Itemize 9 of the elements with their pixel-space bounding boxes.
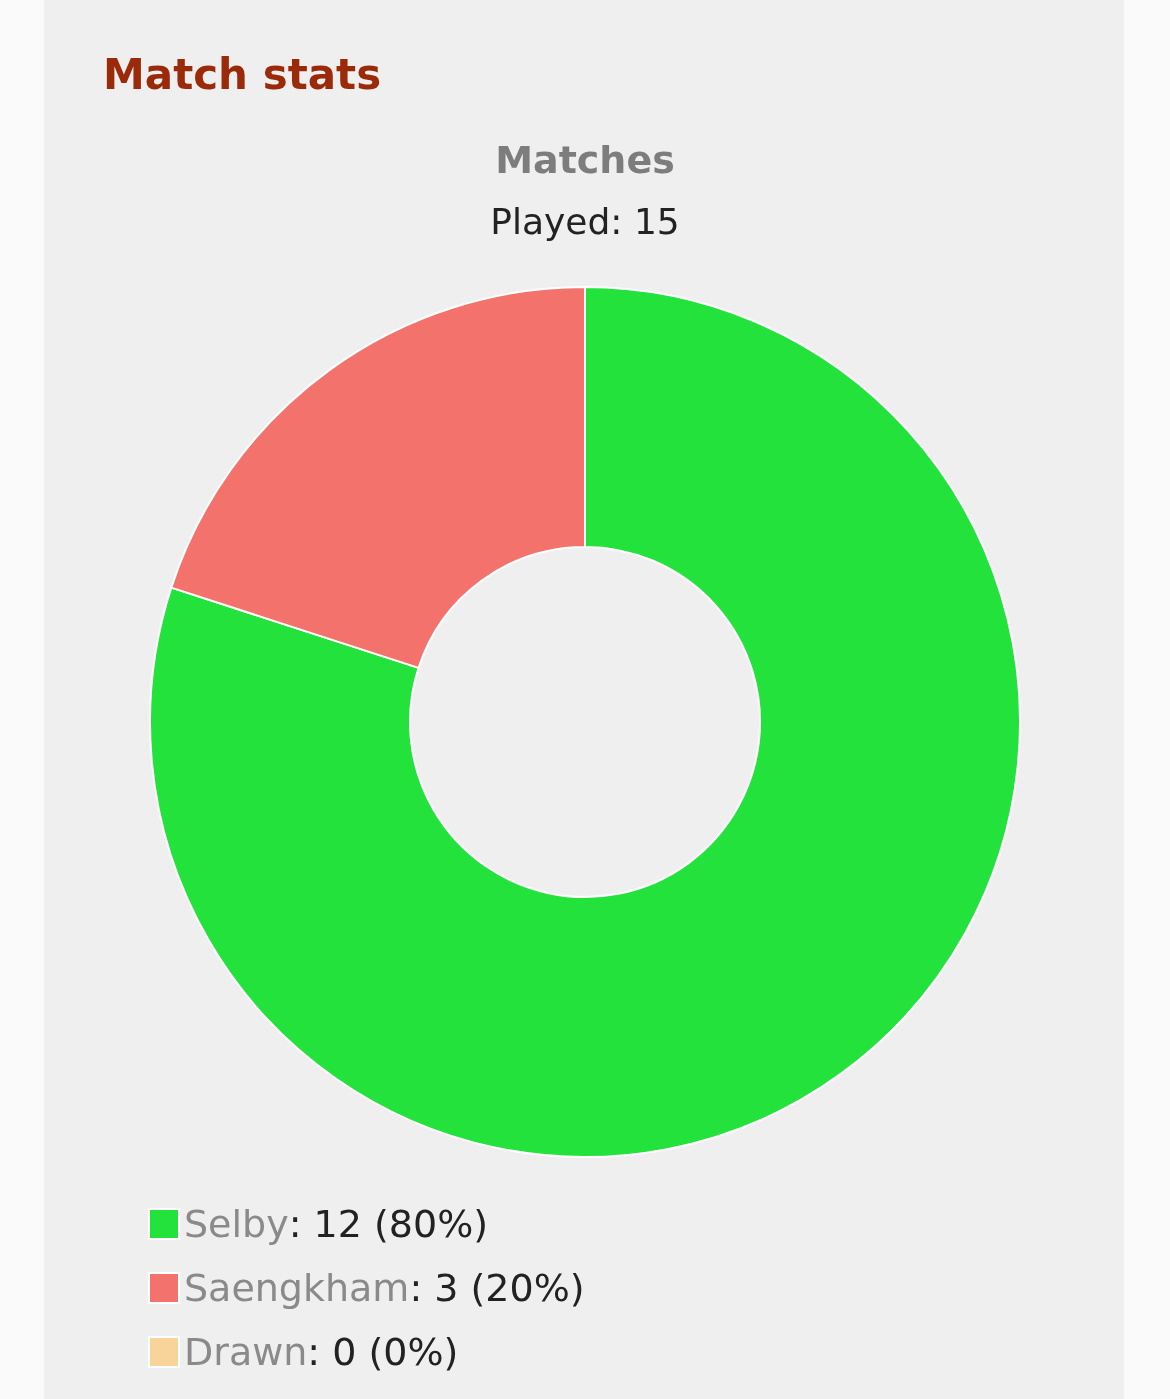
text: Played: 15 — [490, 200, 680, 242]
legend-label: Saengkham — [184, 1266, 410, 1310]
chart-subtitle: Matches — [495, 138, 675, 182]
data-label: : 3 (20%) — [409, 1266, 585, 1310]
data-label: : 12 (80%) — [288, 1202, 489, 1246]
legend-label: Selby — [184, 1202, 289, 1246]
chart-title: Match stats — [103, 49, 382, 99]
text: : 0 (0%) — [307, 1330, 459, 1374]
legend-label: Drawn — [184, 1330, 308, 1374]
